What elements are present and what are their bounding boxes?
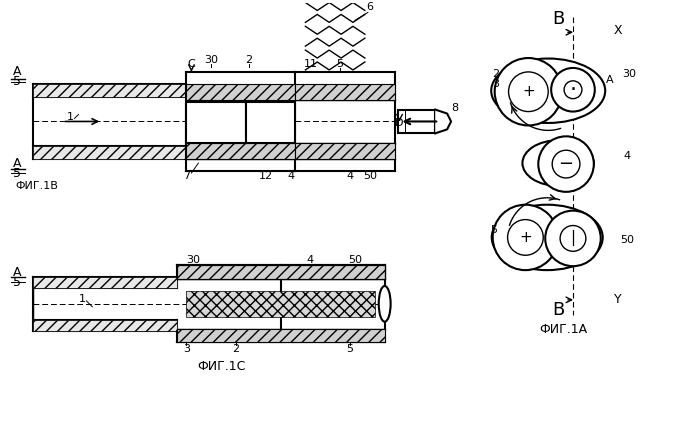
- Text: ФИГ.1А: ФИГ.1А: [539, 323, 587, 336]
- Text: A: A: [13, 66, 21, 78]
- Text: 12: 12: [259, 171, 273, 181]
- Text: 5: 5: [13, 166, 21, 180]
- Ellipse shape: [491, 59, 605, 123]
- Text: +: +: [522, 84, 535, 99]
- Text: 50: 50: [348, 255, 362, 265]
- Text: D: D: [396, 118, 404, 128]
- Bar: [33, 84, 187, 97]
- Circle shape: [509, 72, 548, 112]
- Text: ·: ·: [570, 80, 577, 100]
- Bar: [33, 146, 187, 159]
- Text: 5: 5: [13, 275, 21, 289]
- Text: 6: 6: [366, 3, 373, 12]
- Text: 4: 4: [624, 151, 631, 161]
- Text: |: |: [570, 231, 575, 246]
- Bar: [280, 265, 384, 279]
- Text: 50: 50: [363, 171, 377, 181]
- Polygon shape: [435, 110, 451, 133]
- Bar: [296, 143, 395, 159]
- Text: 7: 7: [183, 171, 190, 181]
- Text: 4: 4: [347, 171, 354, 181]
- Bar: [187, 143, 296, 159]
- Text: B: B: [552, 11, 564, 29]
- Bar: [177, 329, 384, 342]
- Text: 1: 1: [67, 111, 74, 121]
- Ellipse shape: [522, 140, 593, 186]
- Circle shape: [552, 68, 595, 112]
- Text: 5: 5: [13, 75, 21, 88]
- Text: A: A: [13, 266, 21, 279]
- Text: 2: 2: [492, 69, 499, 79]
- Bar: [296, 84, 395, 100]
- Ellipse shape: [379, 286, 391, 322]
- Text: 50: 50: [621, 235, 635, 246]
- Bar: [187, 291, 375, 317]
- Text: 4: 4: [307, 255, 314, 265]
- Circle shape: [552, 150, 580, 178]
- Bar: [33, 277, 177, 288]
- Circle shape: [560, 226, 586, 251]
- Bar: [177, 329, 384, 342]
- Text: 8: 8: [452, 103, 459, 113]
- Circle shape: [545, 211, 600, 266]
- Text: 2: 2: [233, 345, 240, 354]
- Ellipse shape: [491, 205, 603, 270]
- Text: 5: 5: [347, 345, 354, 354]
- Text: 2: 2: [245, 55, 252, 65]
- Circle shape: [538, 136, 593, 192]
- Bar: [280, 329, 384, 342]
- Bar: [177, 265, 384, 279]
- Text: 4: 4: [287, 171, 294, 181]
- Text: A: A: [606, 75, 614, 85]
- Circle shape: [495, 58, 562, 125]
- Text: 3: 3: [183, 345, 190, 354]
- Text: 11: 11: [303, 59, 317, 69]
- Bar: [177, 265, 384, 279]
- Circle shape: [493, 205, 558, 270]
- Bar: [33, 320, 177, 330]
- Text: 5: 5: [490, 225, 497, 235]
- Circle shape: [507, 220, 543, 255]
- Bar: [177, 265, 384, 279]
- Text: −: −: [559, 155, 574, 173]
- Text: Y: Y: [614, 293, 621, 306]
- Text: +: +: [519, 230, 532, 245]
- Text: 3: 3: [492, 79, 499, 89]
- Text: 1: 1: [79, 294, 86, 304]
- Circle shape: [564, 81, 582, 99]
- Bar: [187, 102, 246, 143]
- Text: 30: 30: [187, 255, 201, 265]
- Text: 5: 5: [337, 59, 344, 69]
- Text: C: C: [187, 59, 195, 69]
- Text: ФИГ.1С: ФИГ.1С: [197, 360, 245, 373]
- Bar: [187, 84, 296, 100]
- Bar: [398, 110, 435, 133]
- Text: 30: 30: [623, 69, 637, 79]
- Bar: [246, 102, 296, 143]
- Text: B: B: [552, 301, 564, 319]
- Text: ФИГ.1В: ФИГ.1В: [15, 181, 58, 191]
- Text: 30: 30: [204, 55, 218, 65]
- Text: X: X: [613, 24, 622, 37]
- Text: A: A: [13, 157, 21, 169]
